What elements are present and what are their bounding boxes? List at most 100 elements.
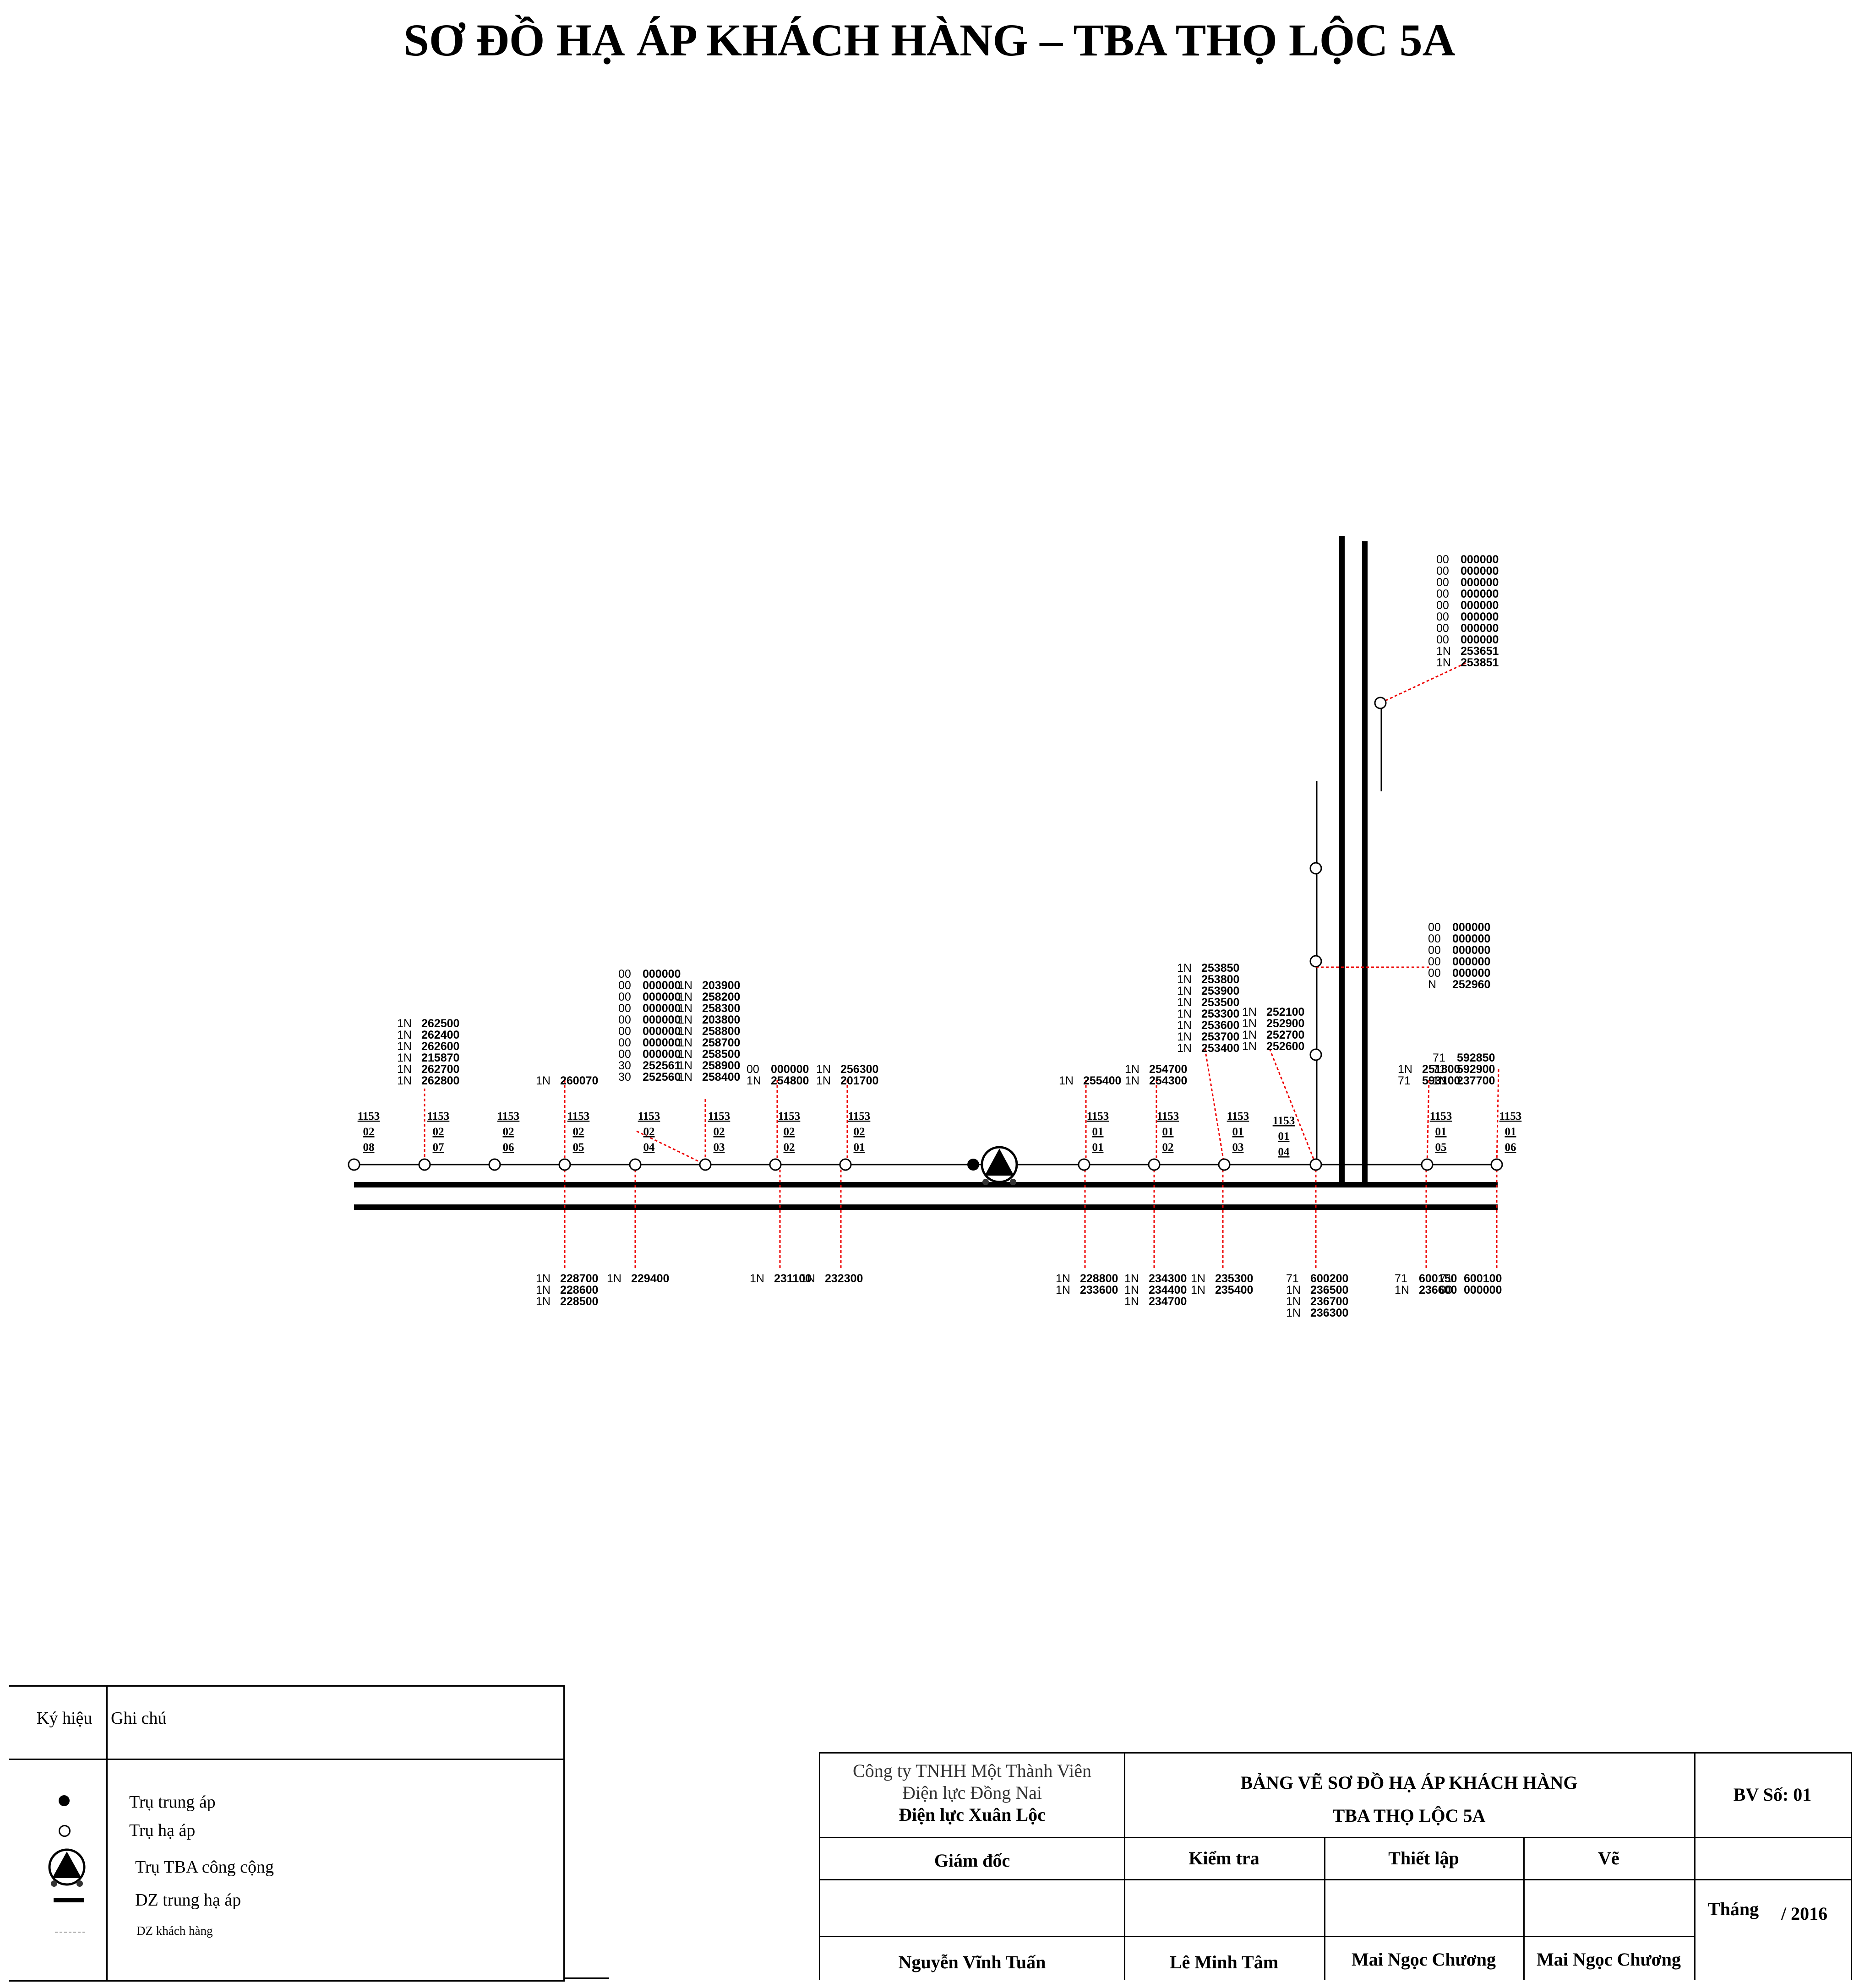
pole-code: 07	[433, 1141, 444, 1154]
customer-id: 000000	[643, 1013, 681, 1026]
customer-id: 000000	[643, 1002, 681, 1015]
customer-id: 260070	[560, 1074, 598, 1087]
customer-code: 1N	[1398, 1063, 1412, 1076]
customer-id: 000000	[1452, 967, 1490, 980]
customer-code: 00	[618, 991, 631, 1003]
tb-company-line3: Điện lực Xuân Lộc	[899, 1804, 1046, 1825]
customer-code: 1N	[397, 1040, 412, 1053]
customer-id: 201700	[840, 1074, 878, 1087]
lv-pole-marker[interactable]	[1374, 697, 1387, 709]
customer-code: 00	[1436, 610, 1449, 623]
customer-id: 252561	[643, 1059, 681, 1072]
customer-line	[1426, 1079, 1430, 1165]
customer-code: 1N	[1286, 1307, 1301, 1319]
lv-pole-marker[interactable]	[1218, 1158, 1231, 1171]
pole-code: 02	[643, 1126, 655, 1138]
customer-id: 203900	[702, 979, 740, 992]
pole-code: 08	[363, 1141, 375, 1154]
pole-code: 05	[1435, 1141, 1447, 1154]
lv-pole-marker[interactable]	[699, 1158, 712, 1171]
lv-pole-marker[interactable]	[1078, 1158, 1090, 1171]
customer-code: 00	[1428, 932, 1441, 945]
customer-id: 000000	[1452, 944, 1490, 957]
customer-lines	[424, 662, 1499, 1269]
customer-code: 00	[618, 1013, 631, 1026]
pole-code: 02	[854, 1126, 865, 1138]
lv-pole-marker[interactable]	[1309, 955, 1322, 968]
customer-code: 1N	[1177, 1019, 1192, 1032]
pole-code: 02	[784, 1126, 795, 1138]
customer-code: 1N	[678, 991, 692, 1003]
tb-name-setup: Mai Ngọc Chương	[1351, 1949, 1496, 1970]
legend-header-symbol: Ký hiệu	[37, 1709, 93, 1728]
customer-id: 253900	[1201, 985, 1239, 997]
customer-code: 1N	[1056, 1284, 1070, 1296]
customer-code: 1N	[1124, 1272, 1139, 1285]
customer-id: 258500	[702, 1048, 740, 1061]
customer-code: 1N	[678, 1071, 692, 1084]
lv-pole-marker[interactable]	[769, 1158, 782, 1171]
customer-id: 000000	[643, 979, 681, 992]
lv-pole-marker[interactable]	[1421, 1158, 1434, 1171]
tb-col-divider-1	[1124, 1754, 1125, 1980]
customer-code: 00	[1428, 944, 1441, 957]
legend: Ký hiệu Ghi chú Trụ trung áp Trụ hạ áp T…	[9, 1685, 565, 1982]
customer-id: 000000	[643, 968, 681, 980]
customer-code: 1N	[1242, 1017, 1257, 1030]
customer-id: 253600	[1201, 1019, 1239, 1032]
lv-pole-marker[interactable]	[1309, 1158, 1322, 1171]
customer-id: 258400	[702, 1071, 740, 1084]
customer-id: 600150	[1419, 1272, 1457, 1285]
customer-id: 255400	[1083, 1074, 1121, 1087]
customer-code: 1N	[536, 1284, 551, 1296]
customer-line	[1496, 1069, 1499, 1165]
customer-id: 234700	[1149, 1295, 1187, 1308]
customer-id: 228700	[560, 1272, 598, 1285]
customer-id: 254700	[1149, 1063, 1187, 1076]
customer-id: 600200	[1310, 1272, 1348, 1285]
lv-pole-marker[interactable]	[348, 1158, 360, 1171]
lv-pole-marker[interactable]	[1309, 862, 1322, 875]
customer-id: 252700	[1266, 1029, 1304, 1041]
lv-pole-marker[interactable]	[1490, 1158, 1503, 1171]
customer-code: 1N	[1125, 1063, 1139, 1076]
lv-pole-marker[interactable]	[488, 1158, 501, 1171]
pole-code: 1153	[1499, 1110, 1522, 1122]
customer-code: 1N	[1242, 1040, 1257, 1053]
customer-code: 1N	[1177, 973, 1192, 986]
lv-pole-marker[interactable]	[629, 1158, 642, 1171]
customer-code: 1N	[397, 1017, 412, 1030]
customer-id: 000000	[1464, 1284, 1502, 1296]
customer-id: 000000	[1452, 921, 1490, 934]
pole-code: 04	[643, 1141, 655, 1154]
customer-code: 00	[1436, 553, 1449, 566]
customer-id: 000000	[1452, 955, 1490, 968]
tb-company-line2: Điện lực Đồng Nai	[902, 1782, 1042, 1803]
pole-code: 1153	[708, 1110, 731, 1122]
customer-code: 1N	[1191, 1272, 1205, 1285]
customer-id: 236500	[1310, 1284, 1348, 1296]
customer-id: 000000	[1461, 622, 1499, 635]
tb-name-check: Lê Minh Tâm	[1169, 1952, 1279, 1972]
page-title: SƠ ĐỒ HẠ ÁP KHÁCH HÀNG – TBA THỌ LỘC 5A	[403, 15, 1456, 65]
lv-pole-marker[interactable]	[1148, 1158, 1161, 1171]
lv-pole-marker[interactable]	[839, 1158, 852, 1171]
customer-id: 254800	[771, 1074, 809, 1087]
lv-pole-marker[interactable]	[558, 1158, 571, 1171]
pole-code: 01	[854, 1141, 865, 1154]
lv-pole-marker[interactable]	[418, 1158, 431, 1171]
customer-code: 1N	[678, 1048, 692, 1061]
pole-code: 1153	[848, 1110, 871, 1122]
tb-role-setup: Thiết lập	[1388, 1848, 1459, 1868]
customer-id: 000000	[1461, 633, 1499, 646]
tba-triangle	[985, 1149, 1014, 1176]
customer-code: 1N	[397, 1063, 412, 1076]
customer-code: 30	[618, 1071, 631, 1084]
lv-pole-marker[interactable]	[1309, 1048, 1322, 1061]
customer-code: 1N	[1177, 1030, 1192, 1043]
customer-id: 234400	[1149, 1284, 1187, 1296]
customer-code: 00	[1436, 588, 1449, 600]
pole-code: 02	[573, 1126, 584, 1138]
pole-code: 02	[784, 1141, 795, 1154]
customer-id: 252600	[1266, 1040, 1304, 1053]
